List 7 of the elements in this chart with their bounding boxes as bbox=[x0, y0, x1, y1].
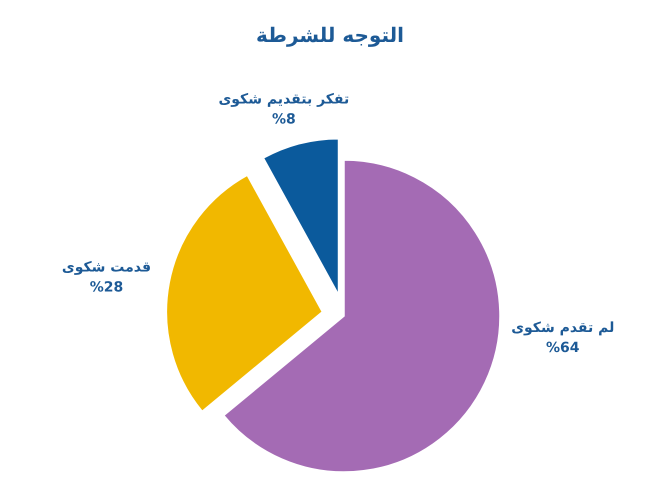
data-label: %64 bbox=[546, 340, 580, 356]
data-label: %28 bbox=[90, 280, 124, 296]
slice-label: لم تقدم شكوى bbox=[511, 320, 614, 336]
data-label: %8 bbox=[272, 111, 296, 128]
chart-title: التوجه للشرطة bbox=[256, 23, 404, 47]
slice-label: تفكر بتقديم شكوى bbox=[218, 91, 350, 108]
slice-label: قدمت شكوى bbox=[62, 260, 152, 276]
